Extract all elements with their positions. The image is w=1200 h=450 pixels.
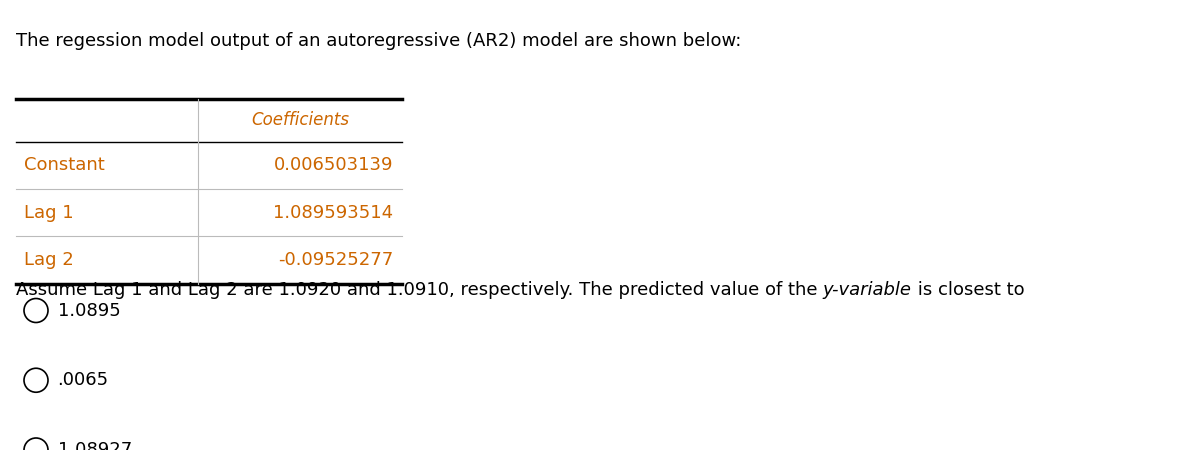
Text: -0.09525277: -0.09525277 — [278, 251, 394, 269]
Text: Coefficients: Coefficients — [251, 112, 349, 130]
Text: 1.08927: 1.08927 — [58, 441, 132, 450]
Text: y-variable: y-variable — [823, 281, 912, 299]
Text: 0.006503139: 0.006503139 — [274, 157, 394, 174]
Text: 1.0895: 1.0895 — [58, 302, 120, 319]
Text: Assume Lag 1 and Lag 2 are 1.0920 and 1.0910, respectively. The predicted value : Assume Lag 1 and Lag 2 are 1.0920 and 1.… — [16, 281, 823, 299]
Text: is closest to: is closest to — [912, 281, 1025, 299]
Text: .0065: .0065 — [58, 371, 109, 389]
Text: 1.089593514: 1.089593514 — [274, 203, 394, 221]
Text: Lag 1: Lag 1 — [24, 203, 73, 221]
Text: The regession model output of an autoregressive (AR2) model are shown below:: The regession model output of an autoreg… — [16, 32, 740, 50]
Text: Constant: Constant — [24, 157, 104, 174]
Text: Lag 2: Lag 2 — [24, 251, 73, 269]
